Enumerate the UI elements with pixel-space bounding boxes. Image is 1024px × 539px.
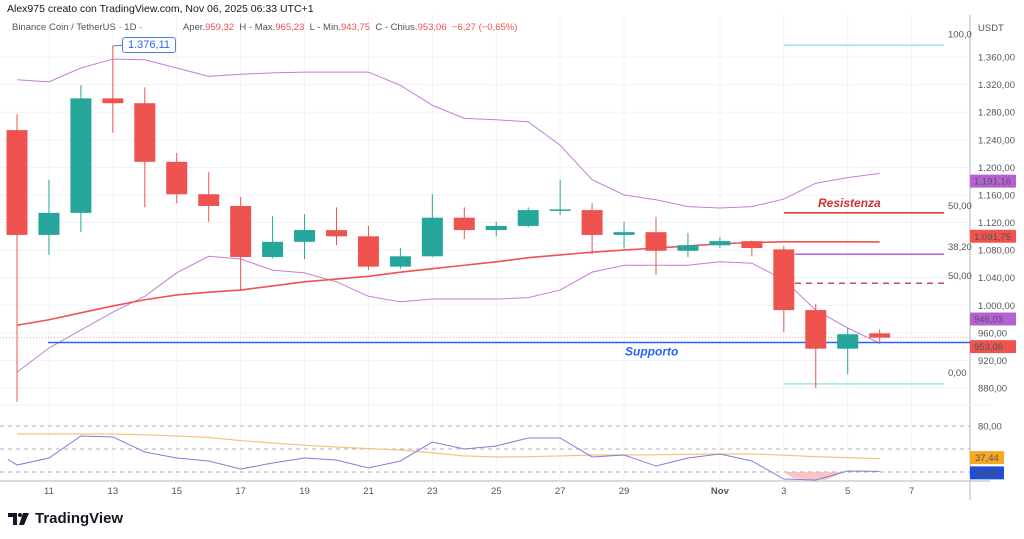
- time-tick-label: 23: [427, 486, 438, 497]
- support-label: Supporto: [625, 344, 678, 358]
- candle-body: [741, 241, 763, 249]
- time-tick-label: 3: [781, 486, 786, 497]
- time-tick-label: 27: [555, 486, 566, 497]
- candle-body: [262, 241, 284, 257]
- candle-body: [517, 210, 539, 226]
- candle-body: [709, 241, 731, 246]
- high-annotation[interactable]: 1.376,11: [122, 37, 177, 53]
- price-label-badge: [970, 229, 1016, 243]
- symbol-name: Binance Coin / TetherUS · 1D ·: [12, 22, 143, 33]
- price-tick-label: 1.200,00: [978, 163, 1015, 174]
- time-tick-label: 25: [491, 486, 502, 497]
- price-tick-label: 1.120,00: [978, 218, 1015, 229]
- time-tick-label: 21: [363, 486, 374, 497]
- resistance-label: Resistenza: [818, 196, 881, 210]
- candle-body: [38, 212, 60, 235]
- symbol-legend: Binance Coin / TetherUS · 1D · Aper.959,…: [12, 22, 517, 33]
- lower-band-line: [16, 255, 880, 373]
- tradingview-logo-icon: [8, 512, 29, 525]
- oscillator-value-text: 37,44: [975, 453, 999, 464]
- currency-label: USDT: [978, 23, 1004, 34]
- price-tick-label: 920,00: [978, 356, 1007, 367]
- oscillator-tick-label: 80,00: [978, 422, 1002, 433]
- time-tick-label: 11: [44, 486, 54, 497]
- price-tick-label: 1.360,00: [978, 53, 1015, 64]
- open-label: Aper.: [182, 22, 206, 33]
- fib-level-label: 100,0: [948, 29, 972, 40]
- high-label: H - Max.: [239, 22, 276, 33]
- candle-body: [230, 205, 252, 257]
- price-label-text: 1.091,75: [974, 232, 1011, 243]
- oscillator-line: [7, 435, 880, 481]
- price-tick-label: 880,00: [978, 384, 1007, 395]
- time-tick-label: 15: [171, 486, 182, 497]
- price-label-badge: [970, 312, 1016, 326]
- fib-level-label: 50,00: [948, 271, 972, 282]
- price-label-text: 953,06: [974, 342, 1003, 353]
- time-tick-label: 7: [909, 486, 914, 497]
- time-tick-label: 17: [235, 486, 246, 497]
- price-label-badge: [970, 174, 1016, 188]
- time-tick-label: 13: [108, 486, 119, 497]
- oscillator-ma-line: [17, 433, 880, 460]
- logo-text: TradingView: [35, 510, 124, 527]
- candle-body: [613, 232, 635, 235]
- oscillator-value-badge: [970, 466, 1004, 480]
- candle-body: [357, 236, 379, 267]
- price-tick-label: 1.320,00: [978, 80, 1015, 91]
- price-label-text: 1.191,16: [974, 177, 1011, 188]
- price-tick-label: 1.160,00: [978, 190, 1015, 201]
- oversold-fill: [783, 472, 845, 480]
- candle-body: [421, 217, 443, 257]
- candle-body: [294, 230, 316, 242]
- fib-level-label: 0,00: [948, 368, 967, 379]
- candle-body: [166, 161, 188, 195]
- candle-body: [6, 130, 28, 235]
- fib-level-label: 50,00: [948, 201, 972, 212]
- moving-average-line: [16, 241, 880, 327]
- candle-body: [326, 230, 347, 237]
- oscillator-value-text: 20,92: [975, 468, 999, 479]
- price-tick-label: 1.280,00: [978, 108, 1015, 119]
- high-value: 965,23: [275, 22, 305, 33]
- price-tick-label: 1.040,00: [978, 273, 1015, 284]
- close-label: C - Chius.: [375, 22, 418, 33]
- time-tick-label: 5: [845, 486, 850, 497]
- price-label-badge: [970, 340, 1016, 354]
- candle-body: [773, 249, 795, 311]
- time-tick-label: Nov: [711, 486, 730, 497]
- low-value: 943,75: [340, 22, 371, 33]
- change-value: −6,27 (−0,65%): [451, 22, 518, 33]
- fib-level-label: 38,20: [948, 242, 972, 253]
- candle-body: [485, 225, 507, 231]
- time-tick-label: 29: [619, 486, 630, 497]
- candle-body: [389, 256, 411, 267]
- open-value: 959,32: [205, 22, 235, 33]
- candle-body: [805, 310, 827, 349]
- candle-body: [645, 232, 667, 251]
- price-tick-label: 960,00: [978, 328, 1007, 339]
- tradingview-logo: TradingView: [8, 510, 123, 527]
- close-value: 953,06: [417, 22, 447, 33]
- price-tick-label: 1.240,00: [978, 135, 1015, 146]
- time-tick-label: 19: [299, 486, 310, 497]
- candle-body: [102, 98, 124, 104]
- candle-body: [549, 209, 571, 211]
- low-label: L - Min.: [309, 22, 341, 33]
- price-label-text: 946,03: [974, 315, 1003, 326]
- price-tick-label: 1.000,00: [978, 301, 1015, 312]
- candle-body: [677, 245, 699, 251]
- attribution: Alex975 creato con TradingView.com, Nov …: [7, 3, 314, 15]
- candle-body: [70, 98, 92, 213]
- candle-body: [581, 210, 603, 235]
- candle-body: [198, 194, 220, 206]
- upper-band-line: [16, 58, 880, 209]
- oscillator-value-badge: [970, 451, 1004, 465]
- candle-body: [134, 103, 156, 162]
- candle-body: [453, 217, 475, 231]
- candle-body: [869, 333, 891, 338]
- candle-body: [837, 334, 859, 349]
- price-tick-label: 1.080,00: [978, 246, 1015, 257]
